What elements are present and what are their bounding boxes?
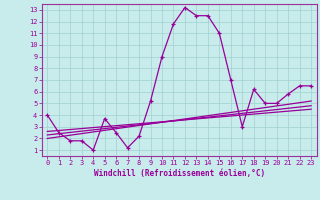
X-axis label: Windchill (Refroidissement éolien,°C): Windchill (Refroidissement éolien,°C) bbox=[94, 169, 265, 178]
